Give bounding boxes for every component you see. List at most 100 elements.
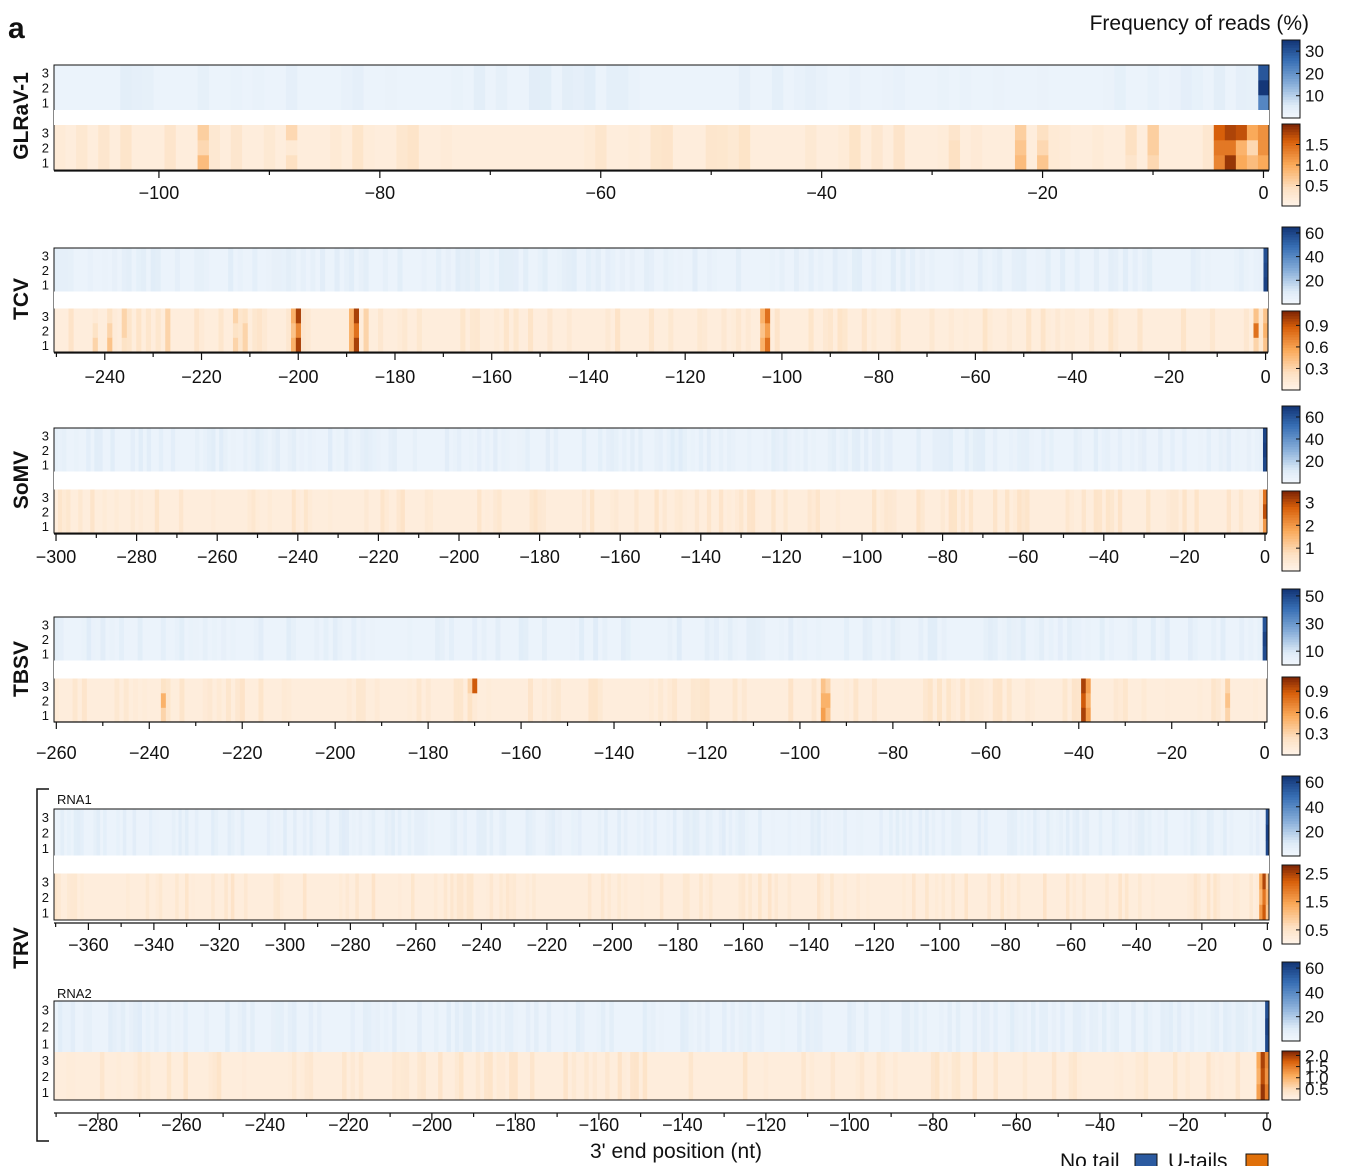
colorbar-segment [1282, 491, 1300, 495]
no-tail-cell [976, 428, 982, 472]
no-tail-cell [1141, 809, 1145, 856]
no-tail-cell [94, 428, 99, 472]
no-tail-cell [344, 428, 349, 472]
no-tail-cell [698, 428, 704, 472]
no-tail-cell [1040, 248, 1046, 292]
colorbar-segment [1282, 752, 1300, 756]
colorbar-segment [1282, 870, 1300, 874]
u-tail-cell [237, 308, 243, 352]
no-tail-cell [1223, 809, 1227, 856]
colorbar-segment [1282, 413, 1300, 417]
u-tail-cell [1238, 489, 1244, 533]
x-tick-label: −260 [161, 1115, 202, 1135]
colorbar-segment [1282, 606, 1300, 610]
colorbar-segment [1282, 729, 1300, 733]
no-tail-cell [668, 248, 674, 292]
no-tail-cell [344, 248, 350, 292]
u-tail-cell [102, 489, 107, 533]
u-tail-cell [1093, 489, 1099, 533]
no-tail-cell [882, 65, 894, 110]
x-tick-label: −200 [315, 743, 356, 763]
colorbar-segment [1282, 298, 1300, 302]
colorbar-tick-label: 20 [1305, 452, 1324, 471]
u-tail-cell [239, 678, 245, 722]
no-tail-cell [283, 809, 287, 856]
no-tail-cell [985, 1001, 990, 1052]
u-tail-peak-cell [1017, 518, 1022, 534]
u-tail-peak-cell [242, 323, 248, 338]
no-tail-cell [541, 617, 547, 661]
no-tail-cell [1049, 428, 1054, 472]
no-tail-cell [493, 428, 498, 472]
x-tick-label: 0 [1262, 935, 1272, 955]
colorbar-segment [1282, 181, 1300, 185]
no-tail-cell [864, 1001, 869, 1052]
u-tail-cell [537, 489, 542, 533]
no-tail-cell [1076, 617, 1082, 661]
colorbar-segment [1282, 192, 1300, 196]
no-tail-cell [1193, 809, 1198, 856]
no-tail-cell [460, 248, 466, 292]
no-tail-cell [580, 1001, 585, 1052]
u-tail-cell [295, 489, 301, 533]
colorbar-segment [1282, 257, 1300, 261]
colorbar-segment [1282, 742, 1300, 746]
no-tail-cell [181, 809, 186, 856]
colorbar-segment [1282, 143, 1300, 147]
u-tail-peak-cell [349, 308, 355, 324]
u-tail-cell [308, 1052, 314, 1100]
colorbar-tick-label: 2.0 [1305, 1046, 1329, 1065]
u-tail-cell [1170, 489, 1175, 533]
no-tail-cell [290, 248, 297, 292]
u-tail-cell [1055, 308, 1061, 352]
colorbar-segment [1282, 837, 1300, 841]
no-tail-cell [1229, 809, 1234, 856]
no-tail-cell [1049, 809, 1054, 856]
no-tail-cell [813, 1001, 819, 1052]
u-tail-cell [890, 308, 896, 352]
u-tail-cell [225, 678, 231, 722]
x-tick-label: −220 [527, 935, 568, 955]
no-tail-cell [901, 1001, 907, 1052]
u-tail-cell [1065, 489, 1070, 533]
colorbar-segment [1282, 539, 1300, 543]
no-tail-cell [197, 65, 209, 110]
no-tail-cell [1065, 809, 1070, 856]
colorbar-segment [1282, 840, 1300, 844]
no-tail-cell [794, 65, 806, 110]
no-tail-cell [54, 428, 59, 472]
colorbar-segment [1282, 239, 1300, 243]
no-tail-cell [367, 1001, 372, 1052]
no-tail-cell [666, 809, 670, 856]
no-tail-cell [708, 809, 713, 856]
no-tail-cell [388, 428, 393, 472]
no-tail-cell [905, 1001, 911, 1052]
colorbar-frame [1281, 961, 1301, 1042]
colorbar-segment [1282, 975, 1300, 979]
no-tail-cell [112, 248, 118, 292]
colorbar-segment [1282, 679, 1300, 683]
x-axis: −240 −220 −200 −180 −160 −140 −120 −100 −80 −60 −4… [54, 352, 1271, 387]
no-tail-peak-cell [1262, 428, 1268, 443]
u-tail-cell [1209, 308, 1216, 352]
colorbar-segment [1282, 928, 1300, 932]
x-tick-label: −300 [36, 547, 77, 567]
u-tail-cell [155, 308, 161, 352]
colorbar-segment [1282, 657, 1300, 661]
no-tail-cell [179, 617, 185, 661]
u-tail-cell [1143, 1052, 1149, 1100]
u-tail-peak-cell [232, 337, 239, 353]
u-tail-cell [661, 125, 673, 170]
u-tail-cell [165, 678, 171, 722]
u-tail-peak-cell [1037, 125, 1049, 141]
no-tail-cell [692, 248, 698, 292]
u-tail-cell [303, 489, 309, 533]
colorbar-segment [1282, 68, 1300, 72]
no-tail-cell [338, 809, 343, 856]
colorbar-segment [1282, 891, 1300, 895]
colorbar-segment [1282, 288, 1300, 292]
u-tail-cell [503, 308, 509, 352]
u-tail-cell [1000, 873, 1005, 920]
x-tick-label: −160 [501, 743, 542, 763]
colorbar-segment [1282, 1052, 1300, 1055]
